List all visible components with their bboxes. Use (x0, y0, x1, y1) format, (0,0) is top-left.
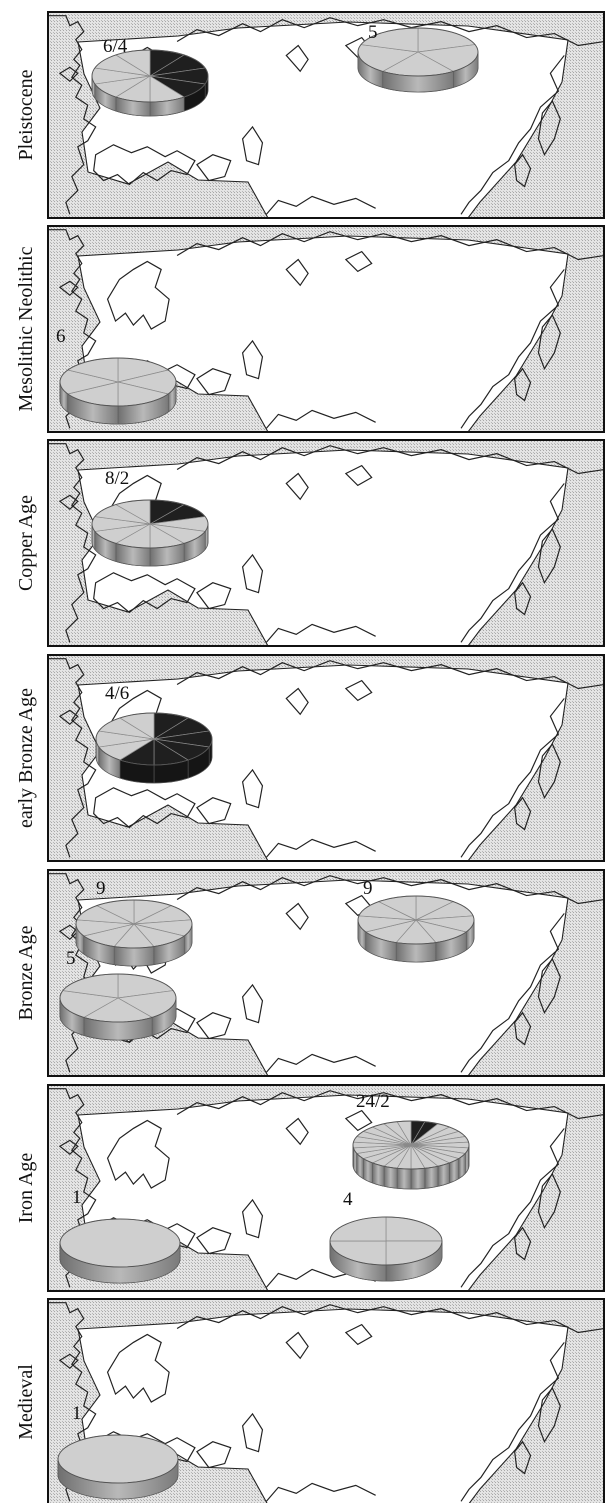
pie-count-label: 6 (56, 326, 66, 347)
pie-6-2 (59, 1218, 181, 1284)
pie-count-label: 6/4 (103, 36, 128, 57)
pie-rim (91, 499, 209, 549)
pie-rim (57, 1434, 179, 1484)
panel-frame (47, 1084, 605, 1292)
pie-count-label: 4 (343, 1189, 353, 1210)
pie-slice-side (396, 1167, 412, 1190)
pie-count-label: 9 (363, 878, 373, 899)
pie-5-2 (59, 973, 177, 1041)
panel-2: Mesolithic Neolithic 6 (15, 225, 605, 433)
pie-rim (352, 1120, 470, 1170)
pie-5-1 (75, 899, 193, 967)
period-label: Mesolithic Neolithic (15, 246, 37, 411)
panel-3: Copper Age 8/2 (15, 439, 605, 647)
pie-count-label: 5 (66, 948, 76, 969)
pie-rim (59, 973, 177, 1023)
pie-rim (357, 27, 479, 77)
pie-rim (357, 895, 475, 945)
pie-slice-side (437, 1162, 450, 1187)
pie-slice-side (410, 1167, 426, 1190)
pie-6-3 (329, 1216, 443, 1282)
panel-frame (47, 1298, 605, 1503)
pie-rim (95, 712, 213, 766)
pie-slice-side (395, 942, 437, 963)
panel-6: Iron Age 24/2 1 4 (15, 1084, 605, 1292)
pie-slice-side (113, 946, 155, 967)
period-label: Medieval (15, 1364, 37, 1440)
period-label: Iron Age (15, 1153, 37, 1224)
period-label: Copper Age (15, 495, 37, 591)
pie-1-1 (91, 49, 209, 117)
pie-count-label: 8/2 (105, 468, 129, 489)
period-label: early Bronze Age (15, 688, 37, 828)
pie-3-1 (91, 499, 209, 567)
pie-slice-side (372, 1162, 385, 1187)
map-land (77, 1308, 569, 1503)
pie-rim (91, 49, 209, 103)
panel-frame (47, 11, 605, 219)
panel-4: early Bronze Age 4/6 (15, 654, 605, 862)
pie-5-3 (357, 895, 475, 963)
period-label: Bronze Age (15, 925, 37, 1020)
pie-7-1 (57, 1434, 179, 1500)
pie-2-1 (59, 357, 177, 425)
pie-count-label: 24/2 (356, 1091, 390, 1112)
pie-4-1 (95, 712, 213, 784)
pie-count-label: 1 (72, 1187, 82, 1208)
pie-count-label: 4/6 (105, 683, 129, 704)
panel-frame (47, 225, 605, 433)
panel-frame (47, 439, 605, 647)
pie-1-2 (357, 27, 479, 93)
pie-count-label: 5 (368, 22, 378, 43)
pie-count-label: 1 (72, 1403, 82, 1424)
pie-rim (75, 899, 193, 949)
pie-6-1 (352, 1120, 470, 1190)
pie-count-label: 9 (96, 878, 106, 899)
period-label: Pleistocene (15, 69, 37, 160)
panel-5: Bronze Age 9 5 9 (15, 869, 605, 1077)
panels: Pleistocene 6/4 5 Mesolithic Neolithic 6 Copp… (15, 11, 605, 1503)
panel-frame (47, 869, 605, 1077)
pie-rim (59, 1218, 181, 1268)
pie-rim (329, 1216, 443, 1266)
pie-rim (59, 357, 177, 407)
panel-1: Pleistocene 6/4 5 (15, 11, 605, 219)
panel-7: Medieval 1 (15, 1298, 605, 1503)
pie-slice-side (383, 1165, 398, 1189)
panel-frame (47, 654, 605, 862)
pie-slice-side (424, 1165, 439, 1189)
